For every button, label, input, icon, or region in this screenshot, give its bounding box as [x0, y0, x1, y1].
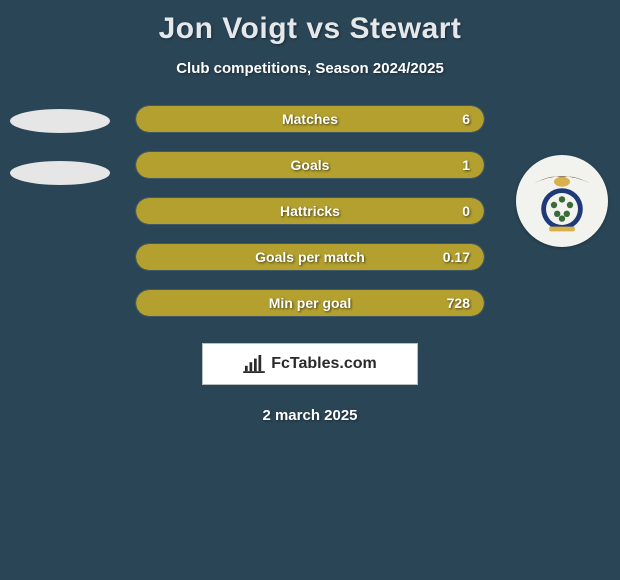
stat-label: Hattricks [280, 203, 340, 219]
branding-badge: FcTables.com [202, 343, 418, 385]
date-label: 2 march 2025 [0, 407, 620, 424]
player-right-badge [512, 155, 612, 255]
stat-value: 728 [447, 295, 470, 311]
stat-label: Goals [291, 157, 330, 173]
bar-chart-icon [243, 355, 265, 373]
stat-value: 0 [462, 203, 470, 219]
stat-bar: Hattricks 0 [135, 197, 485, 225]
stats-bars: Matches 6 Goals 1 Hattricks 0 Goals per match 0… [135, 105, 485, 317]
stat-label: Goals per match [255, 249, 365, 265]
stat-value: 6 [462, 111, 470, 127]
branding-text: FcTables.com [271, 355, 377, 373]
stat-value: 0.17 [443, 249, 470, 265]
stat-bar: Goals per match 0.17 [135, 243, 485, 271]
stat-bar: Matches 6 [135, 105, 485, 133]
placeholder-oval [10, 109, 110, 133]
stat-label: Matches [282, 111, 338, 127]
stat-bar: Goals 1 [135, 151, 485, 179]
placeholder-oval [10, 161, 110, 185]
comparison-stage: Matches 6 Goals 1 Hattricks 0 Goals per match 0… [0, 105, 620, 317]
page-title: Jon Voigt vs Stewart [0, 0, 620, 46]
stat-value: 1 [462, 157, 470, 173]
player-left-badge [10, 105, 110, 205]
club-crest-icon [516, 155, 608, 247]
subtitle: Club competitions, Season 2024/2025 [0, 60, 620, 77]
stat-bar: Min per goal 728 [135, 289, 485, 317]
stat-label: Min per goal [269, 295, 351, 311]
